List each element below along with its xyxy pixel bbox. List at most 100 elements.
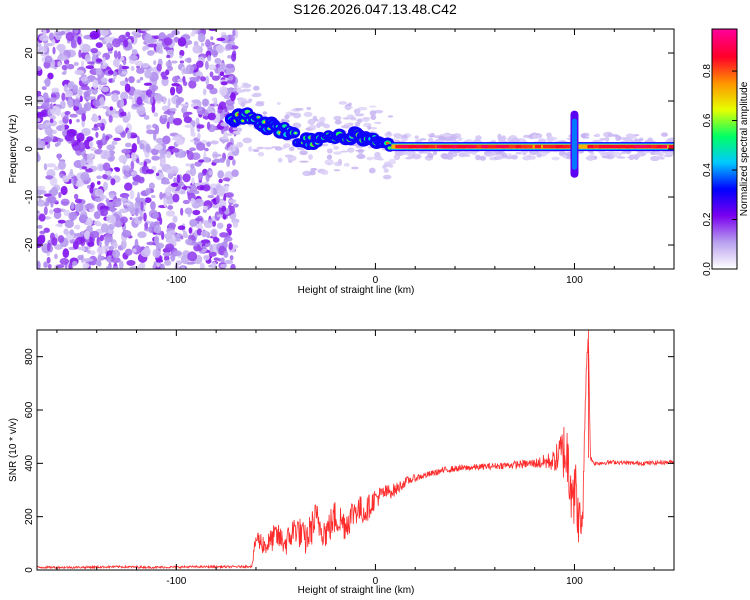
noise-blob: [99, 96, 105, 105]
noise-blob: [67, 98, 74, 108]
noise-blob: [54, 142, 59, 148]
noise-blob: [100, 223, 109, 233]
colorbar-step: [712, 45, 737, 48]
noise-blob: [99, 29, 109, 37]
noise-blob: [208, 170, 213, 176]
noise-blob: [120, 91, 129, 101]
y-tick-label: -20: [24, 237, 35, 252]
haze-blob: [306, 107, 312, 110]
noise-blob: [80, 43, 91, 53]
y-tick-label: -10: [24, 189, 35, 204]
noise-blob: [131, 49, 138, 56]
noise-blob: [68, 262, 73, 269]
noise-blob: [119, 111, 127, 117]
haze-blob: [589, 151, 595, 156]
noise-blob: [107, 69, 114, 75]
noise-blob: [217, 109, 223, 114]
noise-blob: [167, 205, 174, 210]
noise-blob: [102, 133, 106, 143]
tone-band-core: [502, 145, 512, 149]
colorbar-step: [712, 149, 737, 152]
tone-band-core: [423, 145, 430, 149]
noise-blob: [182, 230, 188, 238]
noise-blob: [58, 160, 66, 170]
tone-band-core: [400, 145, 414, 149]
x-tick-label: 0: [373, 576, 379, 587]
noise-blob: [190, 163, 195, 169]
haze-blob: [295, 108, 304, 111]
noise-blob: [188, 227, 193, 234]
noise-blob: [223, 130, 228, 139]
noise-blob: [146, 49, 155, 56]
noise-blob: [124, 248, 133, 256]
haze-blob: [255, 102, 265, 107]
noise-blob: [167, 97, 171, 108]
haze-blob: [386, 131, 392, 136]
noise-blob: [190, 197, 195, 205]
spectrogram-xlabel: Height of straight line (km): [298, 285, 415, 296]
colorbar-step: [712, 255, 737, 258]
noise-blob: [140, 249, 151, 258]
haze-blob: [288, 146, 295, 152]
haze-blob: [283, 143, 291, 148]
noise-blob: [93, 210, 101, 220]
colorbar-step: [712, 223, 737, 226]
noise-blob: [104, 37, 113, 43]
noise-blob: [80, 85, 90, 91]
noise-blob: [37, 43, 42, 48]
noise-blob: [127, 111, 131, 121]
colorbar-step: [712, 83, 737, 86]
y-tick-label: 400: [24, 455, 35, 472]
colorbar-step: [712, 157, 737, 160]
noise-blob: [57, 219, 66, 224]
noise-blob: [98, 240, 102, 247]
noise-blob: [199, 185, 204, 191]
noise-blob: [53, 210, 62, 220]
x-tick-label: -100: [166, 576, 186, 587]
noise-blob: [46, 242, 51, 252]
colorbar-step: [712, 151, 737, 154]
noise-blob: [37, 185, 46, 191]
colorbar-step: [712, 137, 737, 140]
noise-blob: [109, 106, 114, 111]
noise-blob: [159, 157, 166, 166]
noise-blob: [228, 242, 233, 251]
noise-blob: [113, 137, 122, 142]
noise-blob: [197, 33, 206, 43]
colorbar-step: [712, 135, 737, 138]
haze-blob: [611, 134, 619, 137]
tone-band-core: [476, 145, 487, 149]
noise-blob: [85, 203, 94, 210]
noise-blob: [211, 159, 222, 163]
noise-blob: [202, 220, 210, 225]
noise-blob: [49, 209, 54, 215]
noise-blob: [166, 33, 175, 38]
colorbar-step: [712, 77, 737, 80]
noise-blob: [65, 31, 75, 41]
noise-blob: [138, 111, 147, 115]
noise-blob: [121, 148, 131, 154]
noise-blob: [206, 83, 214, 90]
noise-blob: [201, 248, 207, 253]
noise-blob: [76, 118, 80, 123]
y-tick-label: 20: [24, 47, 35, 59]
x-tick-label: 0: [373, 275, 379, 286]
noise-blob: [136, 79, 141, 84]
noise-blob: [114, 167, 121, 172]
noise-blob: [98, 84, 102, 91]
noise-blob: [56, 264, 65, 269]
noise-blob: [102, 105, 110, 110]
colorbar-step: [712, 221, 737, 224]
noise-blob: [107, 223, 115, 231]
y-tick-label: 10: [24, 95, 35, 107]
tone-band-core: [662, 145, 668, 149]
noise-blob: [112, 266, 119, 269]
colorbar-step: [712, 141, 737, 144]
haze-blob: [446, 136, 457, 142]
noise-blob: [120, 208, 126, 213]
haze-blob: [475, 135, 482, 141]
noise-blob: [228, 155, 234, 161]
noise-blob: [137, 216, 143, 221]
haze-blob: [659, 156, 665, 160]
haze-blob: [369, 110, 377, 116]
